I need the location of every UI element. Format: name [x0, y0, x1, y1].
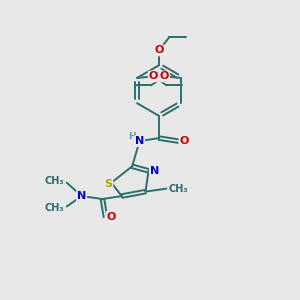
Text: N: N	[150, 166, 159, 176]
Text: O: O	[149, 71, 158, 81]
Text: N: N	[77, 191, 86, 201]
Text: N: N	[135, 136, 144, 146]
Text: CH₃: CH₃	[169, 184, 188, 194]
Text: O: O	[160, 71, 169, 81]
Text: S: S	[104, 179, 112, 189]
Text: CH₃: CH₃	[45, 203, 64, 213]
Text: O: O	[179, 136, 189, 146]
Text: H: H	[128, 131, 135, 140]
Text: O: O	[154, 45, 164, 56]
Text: CH₃: CH₃	[45, 176, 64, 186]
Text: O: O	[107, 212, 116, 222]
